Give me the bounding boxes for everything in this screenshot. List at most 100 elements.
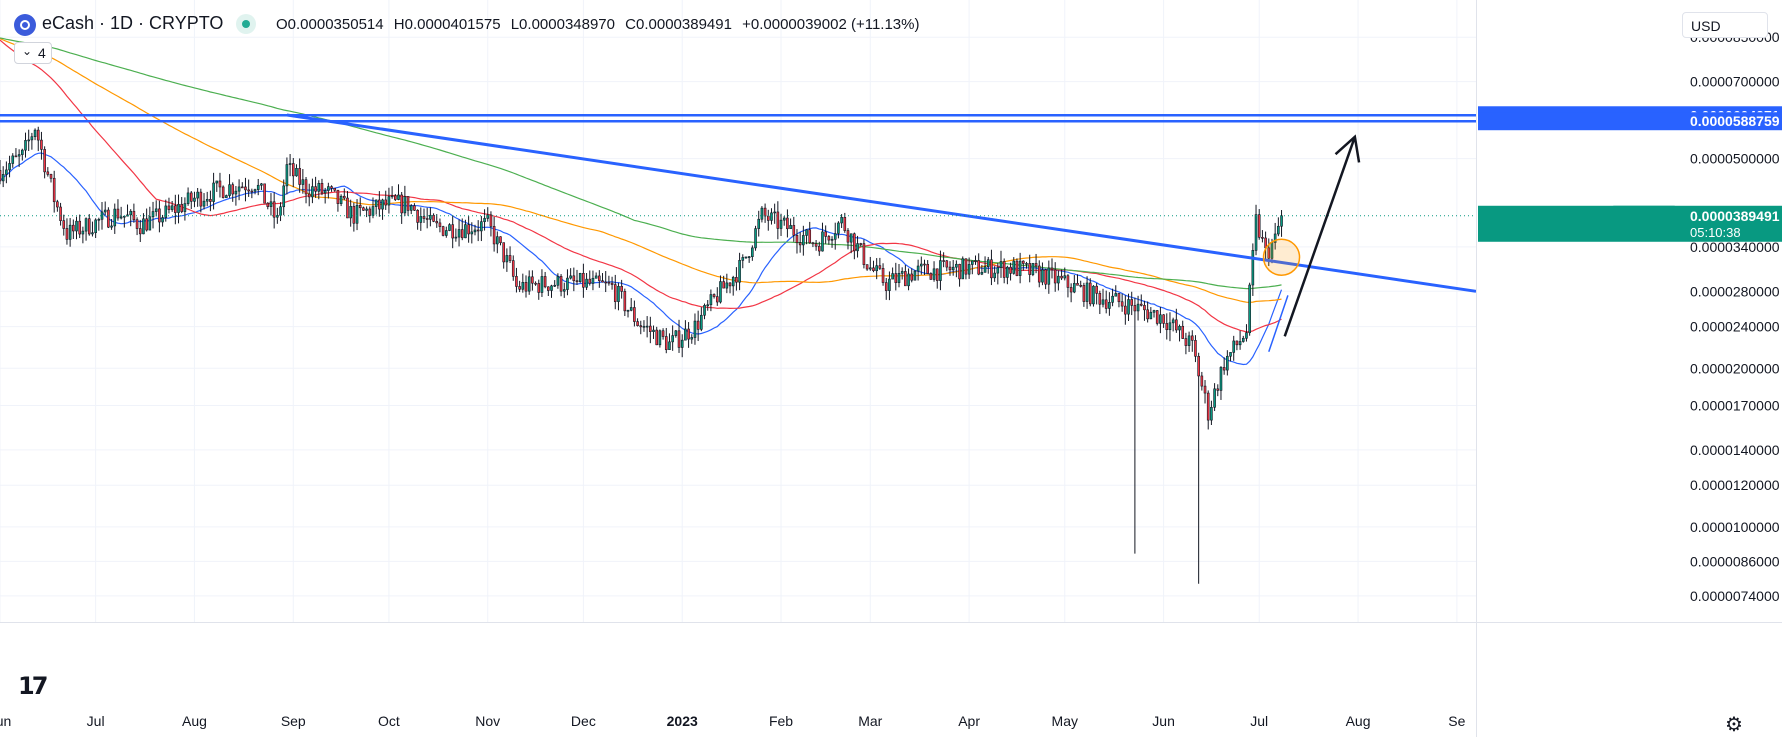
candle	[445, 226, 448, 238]
candle	[390, 186, 394, 199]
candle-body	[1009, 266, 1012, 274]
candle-body	[199, 191, 203, 207]
candle-body	[480, 221, 483, 232]
candle	[451, 215, 454, 249]
candle-body	[1018, 260, 1022, 276]
gear-icon[interactable]: ⚙	[1725, 714, 1743, 736]
candle-body	[135, 219, 139, 229]
candle-body	[228, 184, 231, 196]
candle-body	[955, 263, 958, 268]
candle-body	[307, 193, 311, 198]
candle-body	[1133, 305, 1137, 312]
candle-body	[470, 231, 474, 235]
time-axis-tick-label: May	[1052, 713, 1078, 729]
candle-body	[352, 206, 356, 224]
candle-body	[865, 264, 869, 270]
candle-body	[425, 218, 429, 220]
candle	[24, 132, 27, 158]
candle-body	[878, 265, 882, 269]
candle-body	[964, 258, 968, 275]
candle-body	[792, 225, 796, 236]
candle	[193, 191, 196, 208]
candle	[999, 250, 1003, 278]
candle	[464, 219, 467, 239]
candle-body	[620, 285, 623, 292]
candle	[126, 204, 129, 217]
candle-body	[1171, 319, 1175, 324]
candle-body	[923, 263, 926, 266]
candle-body	[107, 209, 110, 228]
candle-body	[833, 233, 837, 240]
descending-trendline	[286, 113, 1477, 293]
time-axis-tick-label: Oct	[378, 713, 400, 729]
price-axis-tick-label: 0.0000700000	[1690, 74, 1780, 90]
up-arrow-head	[1334, 134, 1361, 163]
candle	[645, 316, 649, 338]
candle-body	[868, 267, 872, 270]
candle	[1245, 324, 1248, 342]
candle-body	[14, 155, 18, 158]
indicators-toggle-button[interactable]: ⌄ 4	[14, 42, 52, 64]
candle-body	[703, 305, 706, 316]
candle	[967, 257, 971, 279]
candle-body	[929, 273, 933, 280]
candle-body	[853, 233, 856, 252]
candle-body	[167, 205, 171, 210]
candle-body	[827, 236, 831, 241]
candle	[100, 201, 104, 230]
candle	[661, 328, 665, 340]
candle-body	[205, 198, 209, 202]
candle-body	[1015, 260, 1019, 276]
time-axis-tick-label: Jul	[87, 713, 105, 729]
candle	[263, 183, 266, 204]
candle	[1251, 243, 1255, 296]
currency-selector[interactable]: USD	[1682, 12, 1768, 38]
candle	[1200, 371, 1204, 391]
candle	[770, 208, 773, 225]
candle-body	[43, 149, 46, 173]
market-status-dot-icon[interactable]	[236, 14, 256, 34]
candle	[1079, 280, 1082, 288]
tradingview-logo-icon[interactable]: 17	[18, 672, 48, 700]
candle-body	[483, 218, 486, 222]
candle	[961, 256, 965, 280]
candle	[1018, 252, 1022, 284]
candle-body	[390, 195, 394, 198]
symbol-title[interactable]: eCash · 1D · CRYPTO	[42, 13, 224, 33]
candle	[78, 214, 81, 239]
candle-body	[1162, 314, 1165, 324]
candle	[891, 267, 894, 280]
candle-body	[690, 337, 694, 340]
candle	[722, 275, 725, 289]
candle-body	[209, 198, 212, 202]
candle	[1076, 274, 1079, 286]
candle	[91, 221, 94, 237]
candle	[547, 286, 550, 297]
candle	[945, 260, 949, 272]
candle	[633, 300, 636, 327]
candle-body	[301, 179, 305, 185]
candle	[406, 196, 410, 216]
candle	[1057, 270, 1060, 291]
candle-body	[116, 208, 120, 219]
moving-average-line	[0, 37, 1282, 290]
candle-body	[1143, 305, 1146, 311]
candle	[1088, 278, 1092, 307]
drawing-tools[interactable]	[0, 113, 1477, 352]
candle-body	[339, 195, 343, 204]
candle-body	[304, 179, 308, 195]
candle-body	[174, 205, 177, 213]
candle-body	[932, 268, 936, 280]
candle-body	[218, 180, 222, 188]
candle	[693, 313, 697, 345]
price-axis-tick-label: 0.0000240000	[1690, 319, 1780, 335]
candle-body	[773, 211, 776, 214]
candle-body	[247, 189, 250, 192]
candle	[1280, 210, 1283, 237]
candle	[763, 203, 767, 223]
price-axis-tick-label: 0.0000120000	[1690, 477, 1780, 493]
candle-body	[441, 226, 445, 236]
candle-body	[110, 225, 113, 228]
candle	[706, 299, 710, 311]
